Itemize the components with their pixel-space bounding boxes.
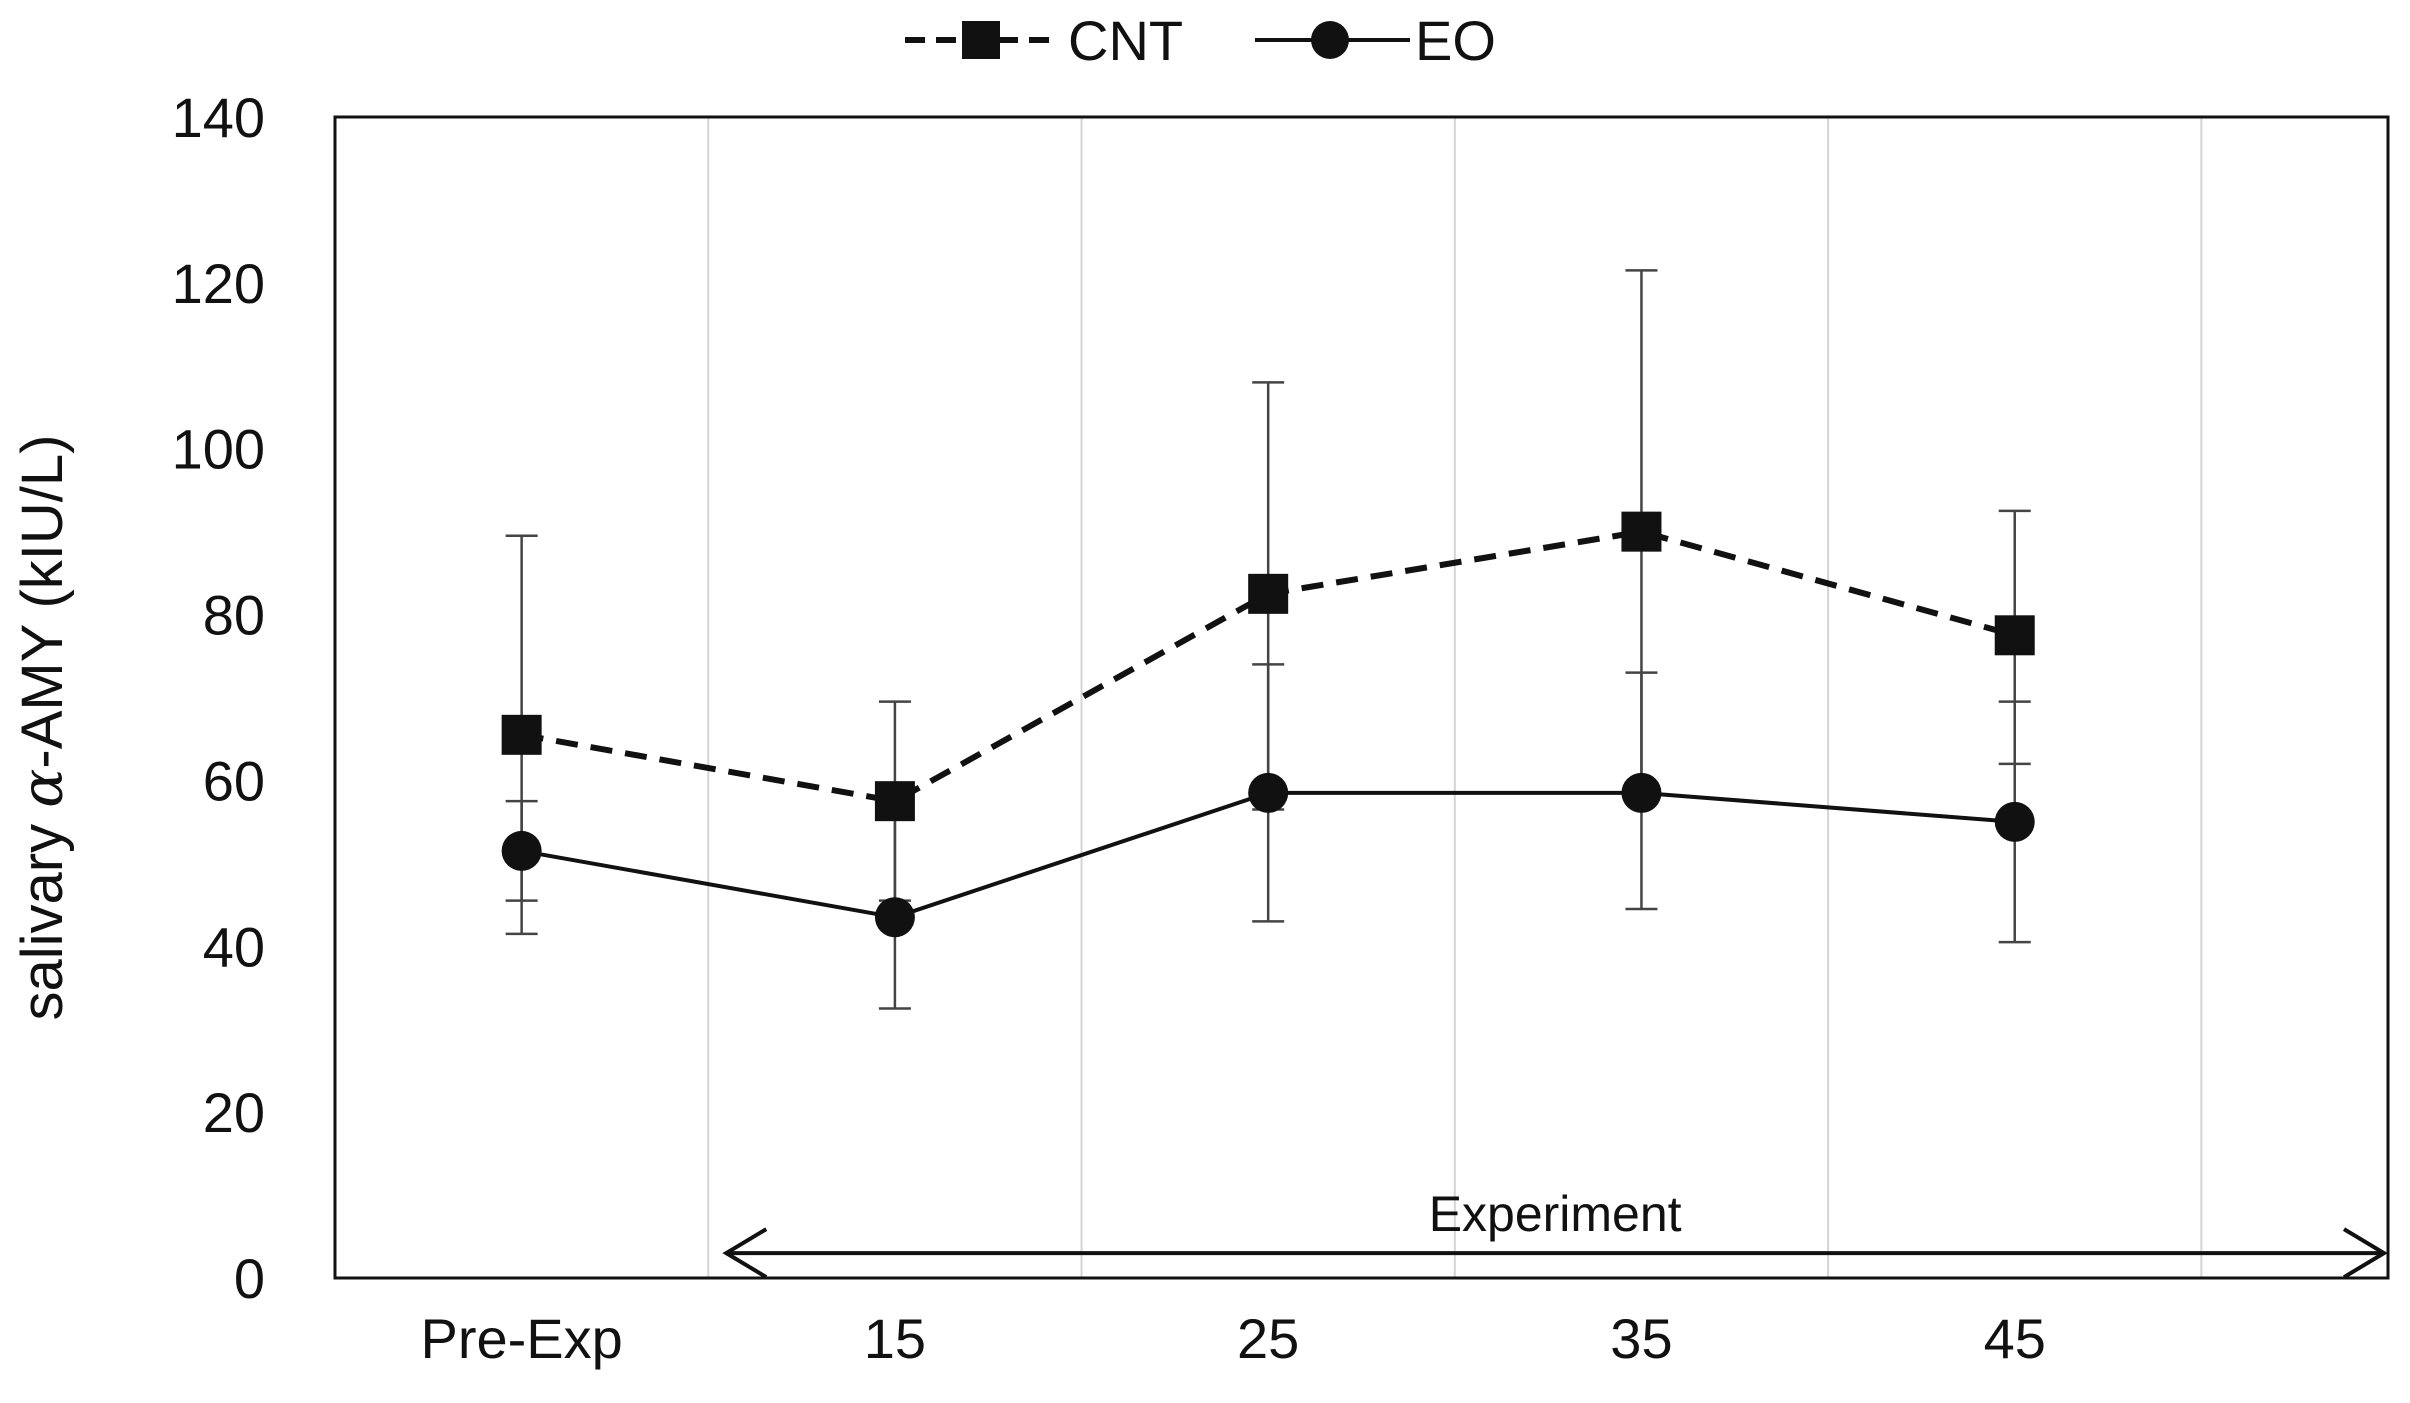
eo-data-point [874, 897, 915, 938]
eo-data-point [1994, 801, 2035, 842]
legend-eo-label: EO [1415, 9, 1496, 72]
cnt-data-point [1621, 511, 1662, 552]
series-markers [501, 511, 2035, 938]
y-tick-label: 100 [172, 418, 265, 481]
y-tick-label: 80 [203, 584, 265, 647]
y-axis-label: salivary α-AMY (kIU/L) [8, 435, 76, 1021]
y-tick-label: 40 [203, 915, 265, 978]
legend-cnt-square-marker [962, 21, 1000, 59]
y-axis-label-greek: α [8, 769, 76, 808]
legend: CNT EO [905, 9, 1496, 72]
experiment-arrow-left-head [722, 1227, 768, 1279]
experiment-annotation: Experiment [722, 1186, 2388, 1279]
cnt-data-point [501, 714, 542, 755]
x-tick-label: 45 [1984, 1307, 2046, 1370]
x-tick-label: Pre-Exp [420, 1307, 622, 1370]
plot-area-frame [333, 115, 2390, 1280]
eo-data-point [1621, 772, 1662, 813]
legend-item-eo: EO [1255, 9, 1496, 72]
gridlines [707, 117, 2203, 1278]
legend-item-cnt: CNT [905, 9, 1183, 72]
y-axis-ticks: 0 20 40 60 80 100 120 140 [172, 86, 265, 1310]
cnt-data-point [874, 781, 915, 822]
cnt-data-point [1994, 615, 2035, 656]
y-tick-label: 140 [172, 86, 265, 149]
legend-eo-circle-marker [1311, 21, 1349, 59]
y-tick-label: 120 [172, 252, 265, 315]
x-tick-label: 35 [1610, 1307, 1672, 1370]
x-axis-ticks: Pre-Exp 15 25 35 45 [420, 1307, 2045, 1370]
x-tick-label: 25 [1237, 1307, 1299, 1370]
y-tick-label: 20 [203, 1081, 265, 1144]
y-axis-label-suffix: -AMY (kIU/L) [10, 435, 75, 769]
error-bars [505, 269, 2031, 1010]
legend-cnt-label: CNT [1068, 9, 1183, 72]
cnt-data-point [1248, 573, 1289, 614]
y-tick-label: 60 [203, 749, 265, 812]
experiment-label: Experiment [1429, 1186, 1682, 1242]
eo-data-point [1248, 772, 1289, 813]
y-tick-label: 0 [234, 1247, 265, 1310]
experiment-arrow-right-head [2342, 1227, 2388, 1279]
y-axis-label-prefix: salivary [10, 808, 75, 1021]
x-tick-label: 15 [864, 1307, 926, 1370]
eo-data-point [501, 830, 542, 871]
